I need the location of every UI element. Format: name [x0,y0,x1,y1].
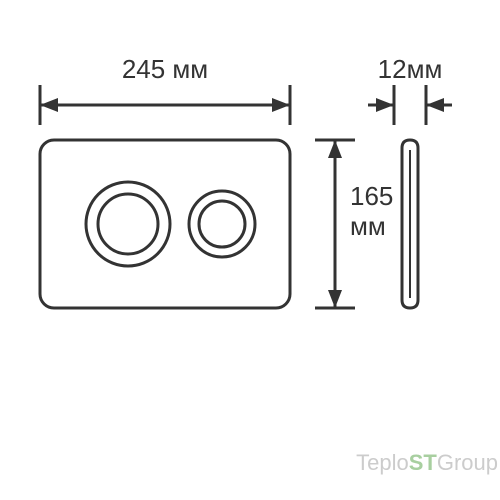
watermark: TeploSTGroup [356,450,498,475]
dimension-depth: 12мм [368,54,452,125]
button-large-inner [98,194,158,254]
dimension-width: 245 мм [40,54,290,125]
height-label-line2: мм [350,211,386,241]
watermark-prefix: Teplo [356,450,409,475]
dimension-height: 165 мм [315,140,393,308]
width-label: 245 мм [122,54,208,84]
front-view [40,140,290,308]
height-label-line1: 165 [350,181,393,211]
watermark-accent: ST [409,450,438,475]
button-small-inner [199,201,245,247]
depth-label: 12мм [378,54,443,84]
side-view [402,140,418,308]
watermark-suffix: Group [437,450,498,475]
dimensional-drawing: 245 мм 12мм 165 мм [0,0,500,500]
